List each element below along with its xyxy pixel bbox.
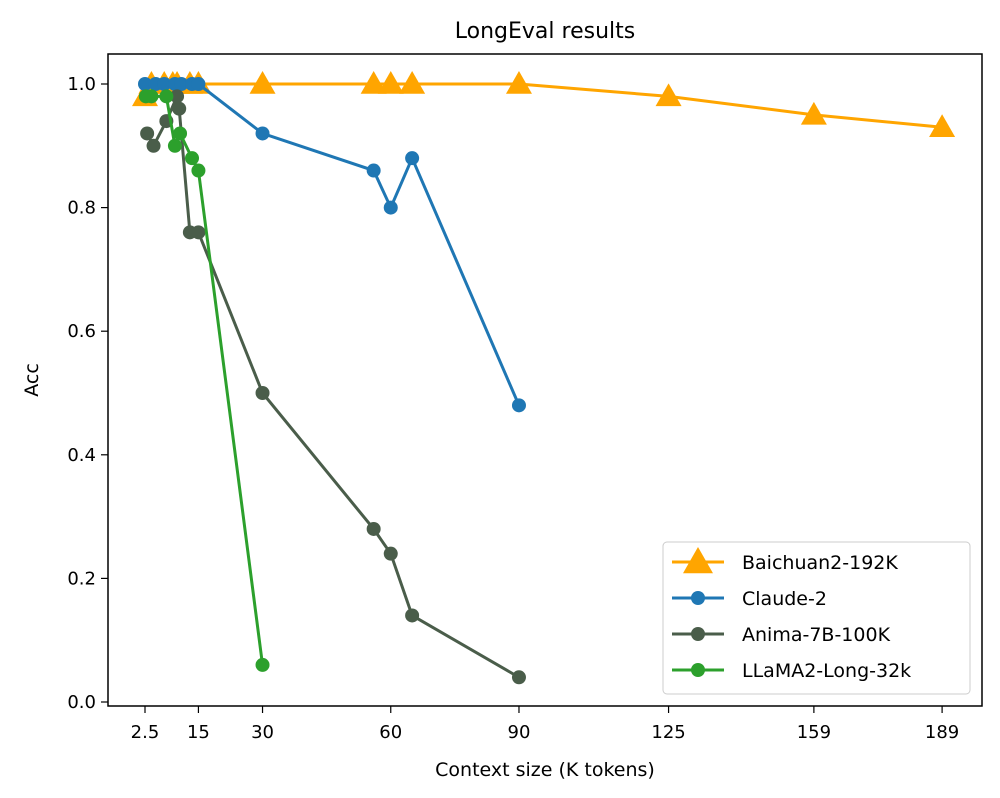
data-point bbox=[383, 546, 398, 561]
data-point bbox=[159, 89, 174, 104]
data-point bbox=[691, 591, 705, 605]
data-point bbox=[140, 126, 155, 141]
series-line bbox=[145, 82, 521, 406]
data-point bbox=[511, 670, 526, 685]
y-tick-label: 0.2 bbox=[67, 568, 96, 589]
data-point bbox=[191, 77, 206, 91]
y-tick-label: 0.4 bbox=[67, 445, 96, 466]
legend: Baichuan2-192K Claude-2 Anima-7B-100K LLaMA… bbox=[662, 541, 971, 695]
data-point bbox=[146, 138, 161, 153]
series-line bbox=[145, 94, 265, 666]
data-point bbox=[691, 627, 705, 641]
legend-label: Anima-7B-100K bbox=[742, 624, 891, 646]
data-point bbox=[191, 225, 206, 240]
data-point bbox=[174, 77, 189, 91]
x-tick-label: 159 bbox=[797, 722, 831, 743]
data-point bbox=[172, 101, 187, 116]
legend-label: Claude-2 bbox=[742, 588, 827, 610]
y-tick-label: 0.6 bbox=[67, 321, 96, 342]
legend-label: Baichuan2-192K bbox=[742, 552, 898, 574]
series-anima-7b-100k bbox=[140, 89, 526, 685]
data-point bbox=[255, 657, 270, 672]
data-point bbox=[191, 163, 206, 178]
data-point bbox=[138, 77, 152, 91]
chart-title: LongEval results bbox=[455, 19, 635, 44]
y-tick-label: 0.8 bbox=[67, 198, 96, 219]
x-tick-label: 15 bbox=[187, 722, 210, 743]
data-point bbox=[173, 126, 188, 141]
series-claude-2 bbox=[138, 77, 526, 413]
x-tick-label: 2.5 bbox=[131, 722, 160, 743]
plot-frame bbox=[107, 53, 983, 707]
data-point bbox=[800, 101, 827, 125]
data-point bbox=[691, 663, 705, 677]
data-point bbox=[929, 114, 956, 138]
legend-box bbox=[662, 541, 971, 695]
data-point bbox=[167, 138, 182, 153]
data-point bbox=[255, 386, 270, 400]
data-point bbox=[655, 83, 682, 107]
y-tick-label: 1.0 bbox=[67, 74, 96, 95]
data-point bbox=[255, 126, 270, 141]
y-axis-label: Acc bbox=[21, 363, 43, 397]
x-tick-label: 30 bbox=[251, 722, 274, 743]
data-point bbox=[399, 71, 426, 94]
x-tick-label: 90 bbox=[508, 722, 531, 743]
data-point bbox=[366, 163, 381, 178]
data-point bbox=[377, 71, 404, 94]
data-point bbox=[405, 608, 420, 623]
data-point bbox=[360, 71, 387, 94]
y-tick-label: 0.0 bbox=[67, 692, 96, 713]
data-point bbox=[170, 89, 185, 104]
data-point bbox=[683, 547, 713, 574]
x-tick-label: 189 bbox=[925, 722, 959, 743]
legend-label: LLaMA2-Long-32k bbox=[742, 660, 911, 682]
data-point bbox=[185, 151, 200, 166]
data-point bbox=[144, 89, 159, 104]
data-point bbox=[157, 77, 172, 91]
x-axis-label: Context size (K tokens) bbox=[435, 759, 655, 781]
x-tick-label: 125 bbox=[651, 722, 685, 743]
data-point bbox=[505, 71, 532, 94]
data-point bbox=[366, 521, 381, 536]
x-tick-label: 60 bbox=[379, 722, 402, 743]
data-point bbox=[249, 71, 276, 94]
data-point bbox=[405, 151, 420, 166]
data-point bbox=[383, 200, 398, 215]
series-line bbox=[145, 91, 520, 679]
data-point bbox=[511, 398, 526, 413]
series-llama2-long-32k bbox=[138, 89, 270, 672]
